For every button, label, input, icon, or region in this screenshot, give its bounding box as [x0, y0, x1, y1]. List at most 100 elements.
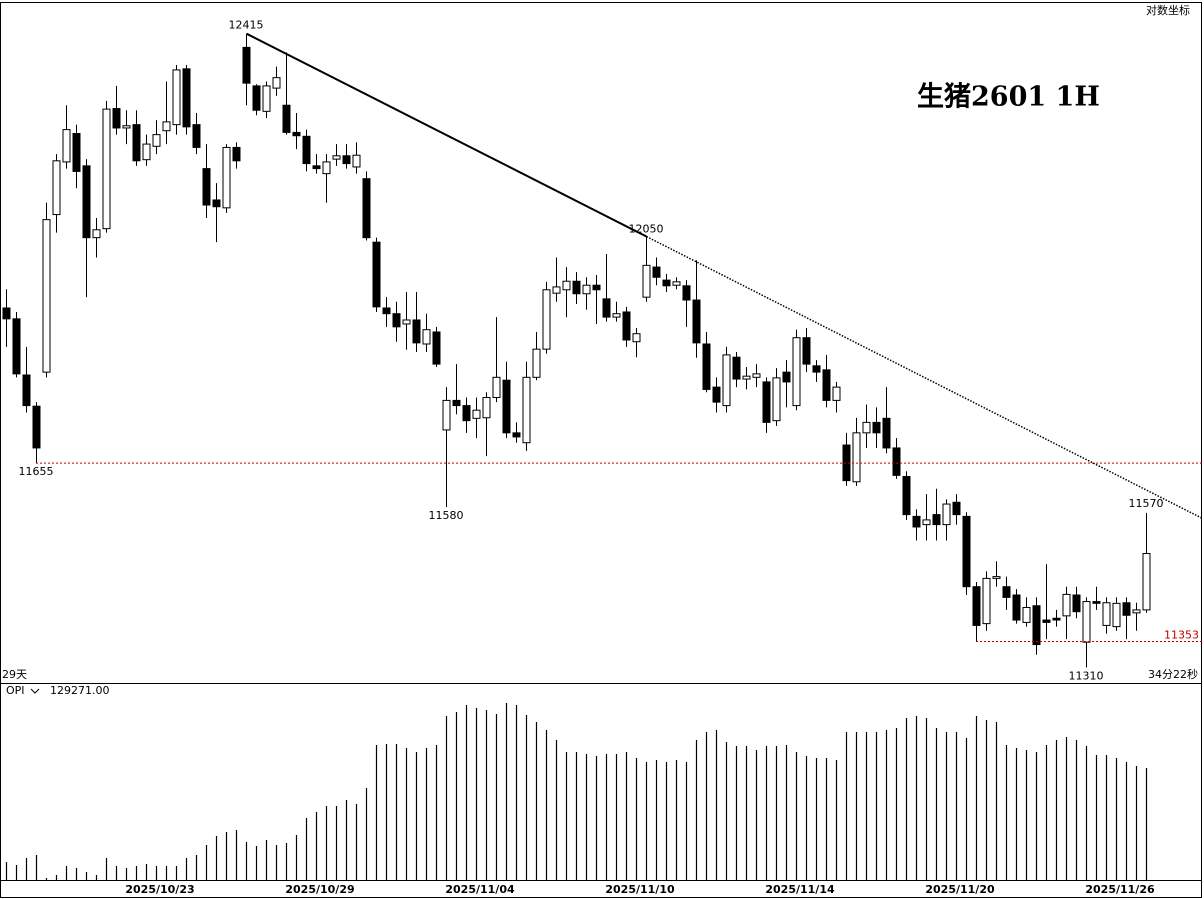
candle-body — [152, 134, 161, 147]
support-label: 11655 — [19, 465, 54, 478]
candle-body — [342, 155, 351, 165]
candle-body — [992, 576, 1001, 579]
candle-body — [272, 77, 281, 89]
candle-body — [552, 286, 561, 294]
candle-body — [782, 371, 791, 383]
candle-body — [532, 348, 541, 378]
candle-body — [702, 343, 711, 390]
candle-body — [432, 331, 441, 365]
candle-body — [482, 397, 491, 419]
candle-body — [822, 369, 831, 401]
period-label: 29天 — [2, 668, 27, 681]
candle-body — [12, 318, 21, 375]
candle-body — [1142, 553, 1151, 611]
candle-body — [962, 515, 971, 588]
candle-body — [162, 121, 171, 132]
candle-body — [1092, 601, 1101, 604]
candle-body — [812, 365, 821, 373]
candle-body — [1042, 619, 1051, 623]
candle-body — [572, 280, 581, 295]
candle-body — [202, 168, 211, 206]
candle-body — [72, 133, 81, 172]
candle-body — [22, 374, 31, 407]
candle-body — [662, 279, 671, 287]
trendline-extension — [646, 235, 1203, 519]
candle-body — [872, 421, 881, 434]
candle-body — [882, 417, 891, 449]
candle-body — [682, 285, 691, 301]
candle-body — [672, 281, 681, 286]
candle-body — [422, 329, 431, 345]
candle-body — [1102, 602, 1111, 626]
candle-body — [452, 399, 461, 407]
candle-body — [792, 337, 801, 407]
candle-body — [92, 229, 101, 239]
candle-body — [412, 319, 421, 344]
candle-body — [652, 266, 661, 278]
extreme-label: 12415 — [229, 19, 264, 32]
opi-value-label: 129271.00 — [50, 684, 110, 697]
candle-body — [1072, 594, 1081, 613]
candle-body — [902, 476, 911, 516]
support-label: 11353 — [1164, 629, 1199, 642]
extreme-label: 11310 — [1069, 669, 1104, 682]
x-tick-label: 2025/11/14 — [765, 883, 835, 896]
candle-body — [632, 333, 641, 343]
candle-body — [352, 154, 361, 168]
candle-body — [692, 299, 701, 344]
extreme-label: 11570 — [1129, 497, 1164, 510]
candle-body — [972, 586, 981, 626]
candle-body — [492, 376, 501, 399]
candle-body — [772, 377, 781, 422]
candle-body — [372, 241, 381, 308]
x-tick-label: 2025/11/26 — [1085, 883, 1155, 896]
candle-body — [722, 354, 731, 407]
candle-body — [232, 146, 241, 162]
candle-body — [112, 108, 121, 129]
candle-body — [32, 405, 41, 449]
candle-body — [742, 375, 751, 380]
candle-body — [332, 155, 341, 160]
candle-body — [282, 104, 291, 133]
candle-body — [212, 199, 221, 208]
candle-body — [322, 161, 331, 175]
candle-body — [922, 519, 931, 526]
candle-body — [1002, 586, 1011, 598]
candle-body — [852, 432, 861, 483]
candle-body — [612, 313, 621, 318]
candle-body — [262, 85, 271, 112]
candle-body — [392, 313, 401, 328]
candle-body — [122, 125, 131, 129]
candle-body — [1112, 602, 1121, 628]
candle-body — [762, 381, 771, 423]
extreme-label: 12050 — [629, 223, 664, 236]
candle-body — [832, 386, 841, 401]
candle-body — [1052, 617, 1061, 621]
candle-body — [862, 421, 871, 434]
candle-body — [462, 405, 471, 422]
candle-body — [942, 503, 951, 526]
candle-body — [242, 46, 251, 84]
candle-body — [402, 319, 411, 325]
candle-body — [512, 432, 521, 438]
candle-body — [562, 280, 571, 291]
candle-body — [982, 577, 991, 625]
candle-body — [522, 376, 531, 444]
candle-body — [1022, 607, 1031, 623]
candle-body — [182, 68, 191, 128]
dropdown-icon[interactable] — [30, 688, 40, 694]
candle-body — [472, 409, 481, 419]
candle-body — [752, 373, 761, 378]
candle-body — [912, 515, 921, 528]
candle-body — [892, 447, 901, 476]
candle-body — [732, 356, 741, 380]
x-tick-label: 2025/10/29 — [285, 883, 354, 896]
candle-body — [142, 143, 151, 161]
candle-body — [382, 307, 391, 315]
candle-body — [2, 307, 11, 320]
candle-body — [62, 129, 71, 163]
x-tick-label: 2025/11/10 — [605, 883, 675, 896]
candle-body — [222, 146, 231, 209]
candle-body — [42, 219, 51, 373]
